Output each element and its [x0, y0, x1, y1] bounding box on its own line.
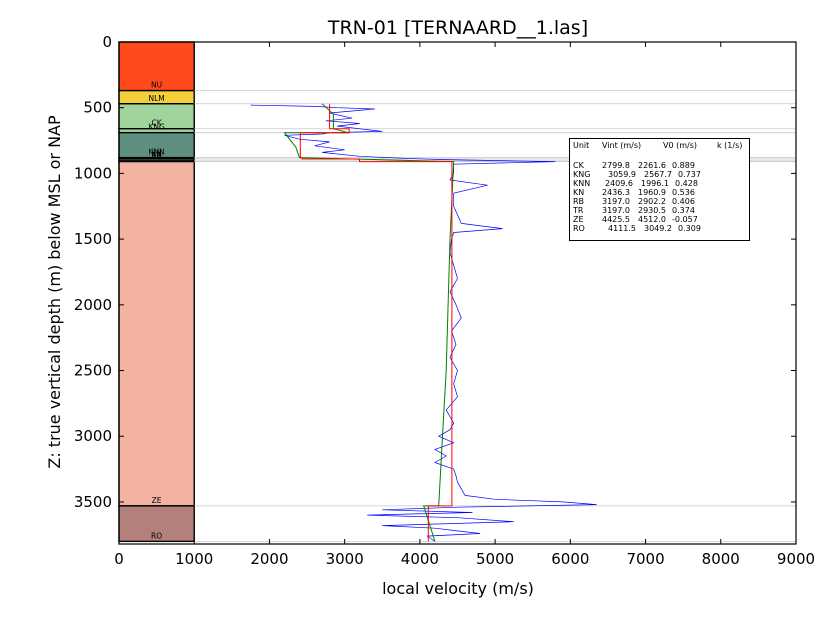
- y-tick-label: 0: [102, 33, 112, 51]
- legend-vint: 3197.0: [602, 197, 630, 206]
- legend-header-unit: Unit: [573, 141, 589, 150]
- legend-vint: 2799.8: [602, 161, 630, 170]
- x-tick-label: 7000: [626, 550, 664, 568]
- strat-unit-label: RO: [151, 531, 162, 540]
- legend-v0: 4512.0: [638, 215, 666, 224]
- legend-k: 0.536: [672, 188, 695, 197]
- y-tick-label: 3500: [74, 493, 112, 511]
- series-linear-fit: [285, 104, 454, 542]
- strat-unit-label: NU: [151, 81, 162, 90]
- legend-unit: KNN: [573, 179, 590, 188]
- y-tick-label: 1500: [74, 230, 112, 248]
- x-tick-label: 3000: [326, 550, 364, 568]
- legend-unit: ZE: [573, 215, 584, 224]
- legend-unit: KN: [573, 188, 584, 197]
- legend-k: 0.309: [678, 224, 701, 233]
- x-tick-label: 0: [114, 550, 124, 568]
- legend-k: 0.428: [675, 179, 698, 188]
- legend-vint: 2409.6: [605, 179, 633, 188]
- y-tick-label: 3000: [74, 427, 112, 445]
- x-tick-label: 4000: [401, 550, 439, 568]
- legend-unit: TR: [573, 206, 583, 215]
- legend-header-vint: Vint (m/s): [602, 141, 641, 150]
- legend-k: 0.737: [678, 170, 701, 179]
- x-tick-label: 5000: [476, 550, 514, 568]
- legend-row: RO 4111.5 3049.2 0.309: [573, 224, 749, 234]
- y-tick-label: 2000: [74, 296, 112, 314]
- x-tick-label: 6000: [551, 550, 589, 568]
- legend-vint: 3059.9: [608, 170, 636, 179]
- legend-v0: 2261.6: [638, 161, 666, 170]
- legend-vint: 4111.5: [608, 224, 636, 233]
- x-tick-label: 1000: [175, 550, 213, 568]
- x-axis-label: local velocity (m/s): [382, 579, 534, 598]
- plot-frame: [119, 42, 796, 544]
- series-group: [251, 104, 597, 542]
- legend-k: 0.889: [672, 161, 695, 170]
- legend-k: 0.406: [672, 197, 695, 206]
- legend-vint: 3197.0: [602, 206, 630, 215]
- legend-unit: KNG: [573, 170, 590, 179]
- y-tick-label: 1000: [74, 164, 112, 182]
- legend-vint: 4425.5: [602, 215, 630, 224]
- legend-vint: 2436.3: [602, 188, 630, 197]
- series-interval-velocity: [300, 104, 452, 542]
- legend-v0: 2930.5: [638, 206, 666, 215]
- legend-header: Unit Vint (m/s) V0 (m/s) k (1/s): [573, 141, 749, 151]
- legend-v0: 2902.2: [638, 197, 666, 206]
- x-axis: 0 1000 2000 3000 4000 5000 6000 7000 8000 9000: [114, 42, 815, 568]
- legend-v0: 1960.9: [638, 188, 666, 197]
- chart-title: TRN-01 [TERNAARD__1.las]: [327, 17, 588, 39]
- legend-v0: 3049.2: [644, 224, 672, 233]
- strat-unit-label: TR: [151, 152, 162, 161]
- x-tick-label: 9000: [777, 550, 815, 568]
- x-tick-label: 8000: [702, 550, 740, 568]
- legend-unit: RO: [573, 224, 585, 233]
- y-tick-label: 500: [83, 99, 112, 117]
- strat-unit-label: ZE: [152, 496, 162, 505]
- legend-unit: RB: [573, 197, 584, 206]
- strat-unit-label: NLM: [148, 94, 164, 103]
- legend-v0: 2567.7: [644, 170, 672, 179]
- legend-header-k: k (1/s): [717, 141, 742, 150]
- series-local-velocity-log: [251, 105, 597, 541]
- legend-table: Unit Vint (m/s) V0 (m/s) k (1/s) CK 2799…: [569, 138, 750, 241]
- y-axis-label: Z: true vertical depth (m) below MSL or …: [45, 115, 64, 469]
- legend-v0: 1996.1: [641, 179, 669, 188]
- legend-unit: CK: [573, 161, 584, 170]
- legend-k: 0.374: [672, 206, 695, 215]
- y-tick-label: 2500: [74, 362, 112, 380]
- legend-k: -0.057: [672, 215, 698, 224]
- strat-unit-ze: [119, 162, 194, 506]
- strat-unit-label: KNG: [148, 123, 165, 132]
- x-tick-label: 2000: [250, 550, 288, 568]
- legend-header-v0: V0 (m/s): [663, 141, 697, 150]
